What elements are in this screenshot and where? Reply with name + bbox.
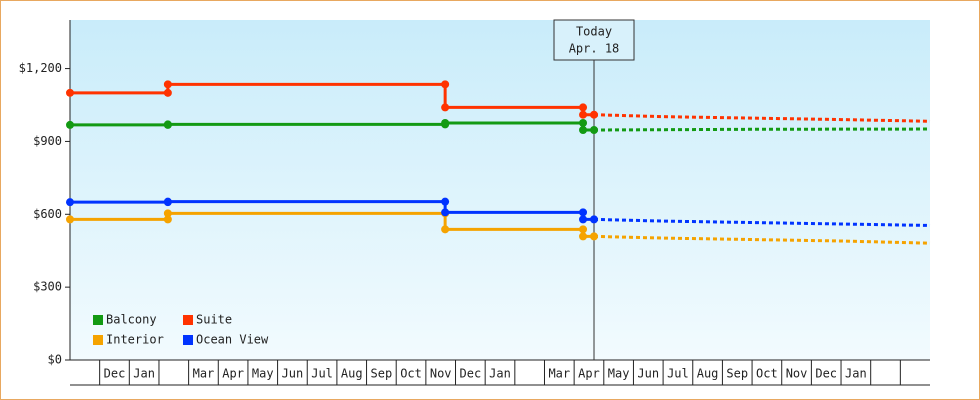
forecast-line [593,234,931,245]
point [163,215,172,224]
point [579,208,588,217]
x-tick-label: Jun [282,367,304,381]
legend-label: Ocean View [196,333,269,347]
point [579,232,588,241]
point [163,197,172,206]
point [66,88,74,97]
point [163,80,172,89]
point [579,215,588,224]
point [579,126,588,135]
x-tick-label: Aug [697,367,719,381]
plot-area [70,20,930,360]
x-tick-label: Nov [786,367,808,381]
y-tick-label: $900 [33,134,62,148]
x-tick-label: May [608,367,630,381]
x-tick-label: Jan [845,367,867,381]
x-tick-label: Dec [460,367,482,381]
point [441,225,450,234]
x-tick-label: Jan [133,367,155,381]
x-tick-label: Jan [489,367,511,381]
point [66,198,74,207]
point [579,110,588,119]
legend-swatch [183,335,193,345]
x-tick-label: Oct [756,367,778,381]
y-tick-label: $1,200 [19,61,62,75]
forecast-line [593,113,931,123]
x-tick-label: Dec [104,367,126,381]
x-tick-label: Dec [815,367,837,381]
x-tick-label: Jun [637,367,659,381]
today-label: Today [576,25,612,39]
forecast-line [593,217,931,227]
point [163,88,172,97]
y-tick-label: $600 [33,207,62,221]
x-tick-label: Nov [430,367,452,381]
point [441,118,450,127]
x-tick-label: Aug [341,367,363,381]
point [590,126,599,135]
point [590,215,599,224]
legend-swatch [93,335,103,345]
layer: $0 $300 $600 $900 $1,200 Dec Jan Mar Apr May Jun Ju… [19,19,931,386]
x-tick-label: May [252,367,274,381]
point [590,232,599,241]
forecast-line [594,127,931,132]
point [579,118,588,127]
point [163,209,172,218]
legend-swatch [93,315,103,325]
today-date: Apr. 18 [569,42,620,56]
x-tick-label: Apr [578,367,600,381]
x-tick-label: Apr [222,367,244,381]
y-tick-label: $300 [33,280,62,294]
y-tick-label: $0 [48,353,62,367]
x-tick-label: Sep [726,367,748,381]
point [441,197,450,206]
legend-label: Interior [106,333,164,347]
point [66,120,74,129]
x-tick-label: Sep [371,367,393,381]
point [441,208,450,217]
point [579,103,588,112]
legend-label: Suite [196,313,232,327]
point [163,120,172,129]
legend-swatch [183,315,193,325]
point [441,103,450,112]
point [441,80,450,89]
x-tick-label: Oct [400,367,422,381]
x-tick-label: Mar [193,367,215,381]
point [66,215,74,224]
today-box [553,19,635,61]
x-tick-label: Mar [548,367,570,381]
point [579,225,588,234]
x-tick-label: Jul [311,367,333,381]
x-tick-label: Jul [667,367,689,381]
legend-label: Balcony [106,313,157,327]
point [590,110,599,119]
